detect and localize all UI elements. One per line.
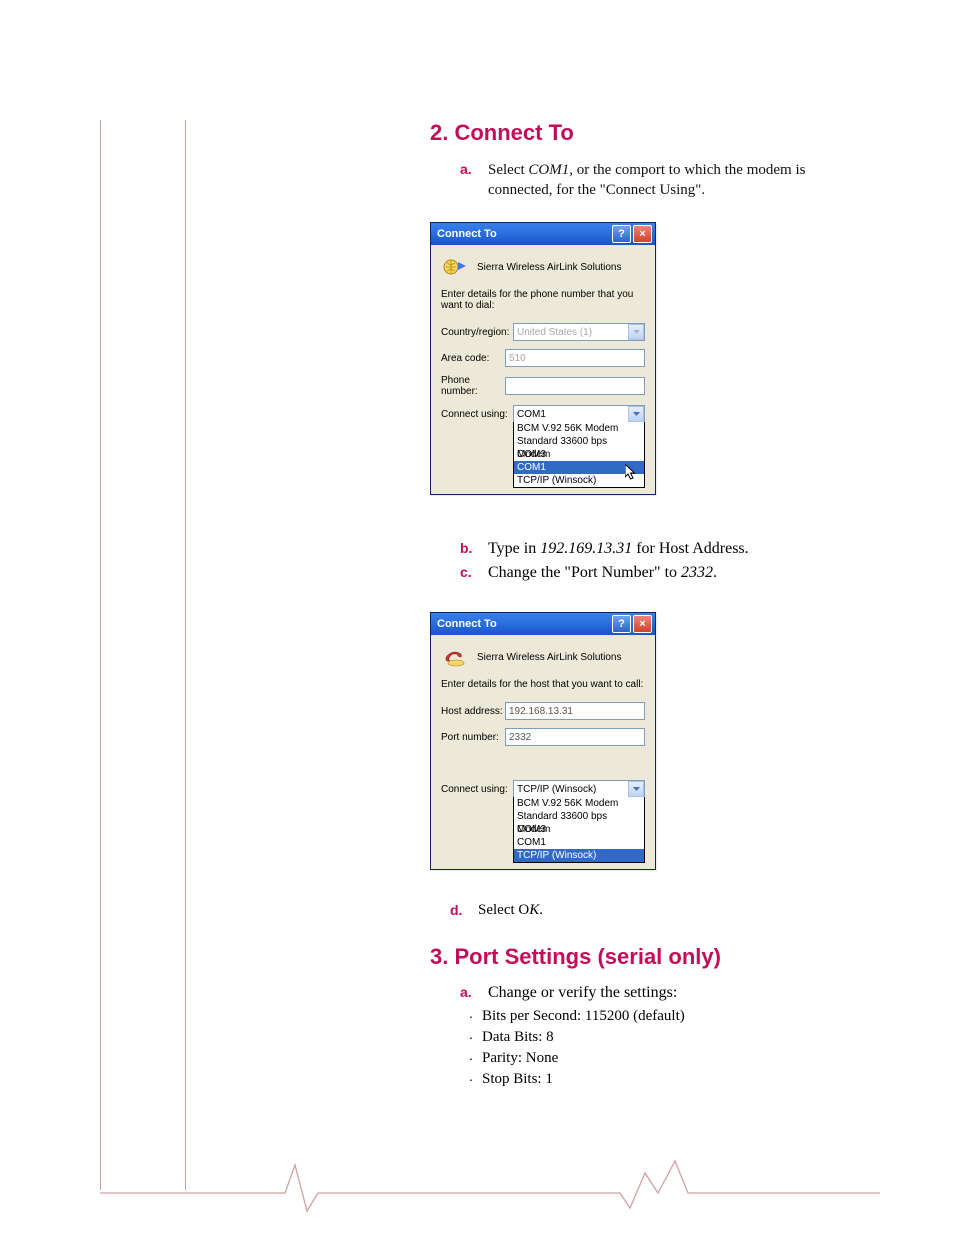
dropdown-item[interactable]: Standard 33600 bps Modem [514,810,644,823]
step-2a: a. Select COM1, or the comport to which … [460,160,870,201]
connect-using-select[interactable]: COM1 [513,405,645,423]
dropdown-item[interactable]: BCM V.92 56K Modem [514,422,644,435]
vertical-rule-mid [185,120,186,1190]
dialog-titlebar[interactable]: Connect To ? × [431,613,655,635]
dropdown-item[interactable]: COM3 [514,823,644,836]
dropdown-item[interactable]: COM1 [514,836,644,849]
heading-connect-to: 2. Connect To [430,120,870,146]
vertical-rule-left [100,120,101,1190]
dropdown-item[interactable]: COM3 [514,448,644,461]
close-button[interactable]: × [633,615,652,633]
chevron-down-icon [628,406,644,422]
dropdown-item[interactable]: Standard 33600 bps Modem [514,435,644,448]
dialog-instruction: Enter details for the host that you want… [441,679,645,690]
chevron-down-icon [628,781,644,797]
step-3a: a. Change or verify the settings: [460,984,870,1002]
area-code-input [505,349,645,367]
steps-bc: b. Type in 192.169.13.31 for Host Addres… [430,540,870,588]
bullet-parity: ·Parity: None [460,1050,870,1067]
connection-name: Sierra Wireless AirLink Solutions [477,262,622,273]
dialog-instruction: Enter details for the phone number that … [441,289,645,311]
connect-using-dropdown[interactable]: BCM V.92 56K Modem Standard 33600 bps Mo… [513,797,645,863]
section-2: 2. Connect To a. Select COM1, or the com… [430,120,870,207]
help-button[interactable]: ? [612,615,631,633]
dropdown-item-selected[interactable]: TCP/IP (Winsock) [514,849,644,862]
cursor-icon [625,464,639,484]
connect-using-select[interactable]: TCP/IP (Winsock) [513,780,645,798]
step-2c: c. Change the "Port Number" to 2332. [460,564,870,582]
dialog-title: Connect To [437,618,612,630]
label-port: Port number: [441,732,505,743]
chevron-down-icon [628,324,644,340]
page: 2. Connect To a. Select COM1, or the com… [0,0,954,1235]
heading-port-settings: 3. Port Settings (serial only) [430,944,870,970]
dialog-connect-to-2: Connect To ? × Sierra Wireless AirLink S… [430,612,656,870]
bullet-databits: ·Data Bits: 8 [460,1029,870,1046]
label-connect-using: Connect using: [441,409,513,420]
step-2b: b. Type in 192.169.13.31 for Host Addres… [460,540,870,558]
phone-number-input[interactable] [505,377,645,395]
bullet-bps: ·Bits per Second: 115200 (default) [460,1008,870,1025]
dropdown-item[interactable]: BCM V.92 56K Modem [514,797,644,810]
close-button[interactable]: × [633,225,652,243]
bullet-stopbits: ·Stop Bits: 1 [460,1071,870,1088]
label-host: Host address: [441,706,505,717]
step-text: Select COM1, or the comport to which the… [488,160,870,201]
port-number-input[interactable] [505,728,645,746]
help-button[interactable]: ? [612,225,631,243]
label-phone: Phone number: [441,375,505,397]
label-connect-using: Connect using: [441,784,513,795]
dialog-connect-to-1: Connect To ? × Sierra Wireless AirLink S… [430,222,656,495]
section-3: 3. Port Settings (serial only) a. Change… [430,944,870,1092]
step-letter: a. [460,160,488,201]
waveform-footer-icon [100,1153,880,1213]
dialog-titlebar[interactable]: Connect To ? × [431,223,655,245]
host-address-input[interactable] [505,702,645,720]
globe-arrow-icon [441,255,469,279]
step-2d: d. Select OK. [430,902,870,919]
label-area: Area code: [441,353,505,364]
country-select[interactable]: United States (1) [513,323,645,341]
label-country: Country/region: [441,327,513,338]
dialog-title: Connect To [437,228,612,240]
connection-name: Sierra Wireless AirLink Solutions [477,652,622,663]
phone-icon [441,645,469,669]
